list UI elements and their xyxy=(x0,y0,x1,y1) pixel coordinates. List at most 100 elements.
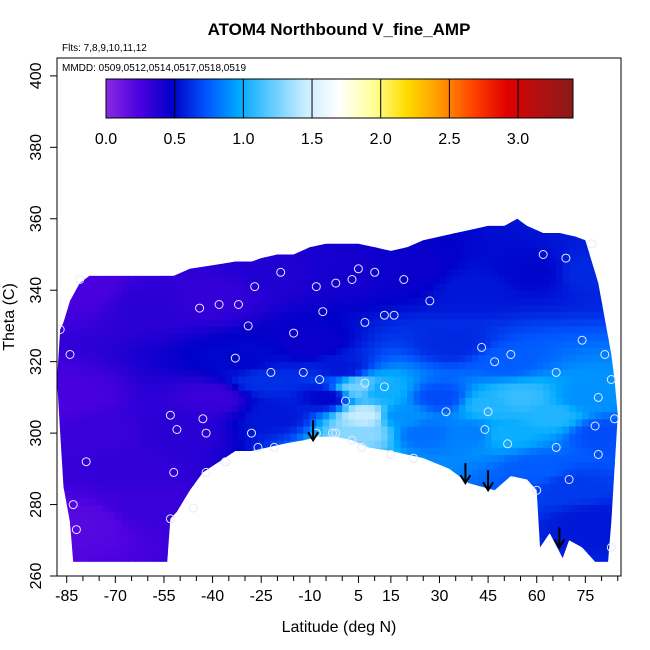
heat-cell xyxy=(458,440,466,448)
heat-cell xyxy=(63,233,71,241)
heat-cell xyxy=(115,511,123,520)
heat-cell xyxy=(134,490,142,498)
heat-cell xyxy=(517,325,525,334)
heat-cell xyxy=(588,325,596,334)
heat-cell xyxy=(582,461,590,470)
heat-cell xyxy=(517,318,525,327)
heat-cell xyxy=(121,426,129,434)
heat-cell xyxy=(322,383,330,391)
heat-cell xyxy=(497,411,505,420)
heat-cell xyxy=(121,318,129,327)
heat-cell xyxy=(556,311,564,320)
heat-cell xyxy=(368,304,376,313)
sample-point xyxy=(214,300,224,309)
heat-cell xyxy=(134,411,142,420)
heat-cell xyxy=(63,418,71,427)
heat-cell xyxy=(361,526,369,534)
heat-cell xyxy=(290,254,298,263)
heat-cell xyxy=(173,411,181,420)
heat-cell xyxy=(608,433,616,441)
heat-cell xyxy=(160,533,168,541)
heat-cell xyxy=(348,518,356,527)
heat-cell xyxy=(303,247,311,255)
heat-cell xyxy=(102,554,110,562)
heat-cell xyxy=(458,547,466,556)
heat-cell xyxy=(290,561,298,562)
heat-cell xyxy=(258,297,266,306)
heat-cell xyxy=(368,426,376,434)
heat-cell xyxy=(102,233,110,241)
heat-cell xyxy=(536,311,544,320)
heat-cell xyxy=(147,375,155,384)
heat-cell xyxy=(374,304,382,313)
heat-cell xyxy=(89,447,97,456)
heat-cell xyxy=(608,268,616,277)
heat-cell xyxy=(342,397,350,406)
heat-cell xyxy=(160,383,168,391)
heat-cell xyxy=(374,447,382,456)
heat-cell xyxy=(530,283,538,291)
heat-cell xyxy=(290,375,298,384)
heat-cell xyxy=(458,497,466,506)
heat-cell xyxy=(225,361,233,370)
heat-cell xyxy=(141,275,149,284)
heat-cell xyxy=(608,397,616,406)
heat-cell xyxy=(595,461,603,470)
sample-point xyxy=(610,414,619,424)
heat-cell xyxy=(523,540,531,548)
heat-cell xyxy=(141,390,149,398)
heat-cell xyxy=(95,261,103,270)
heat-cell xyxy=(57,490,65,498)
heat-cell xyxy=(180,290,188,298)
heat-cell xyxy=(439,561,447,562)
heat-cell xyxy=(264,540,272,548)
heat-cell xyxy=(76,218,84,220)
heat-cell xyxy=(400,397,408,406)
heat-cell xyxy=(76,375,84,384)
sample-point xyxy=(253,442,263,452)
heat-cell xyxy=(601,426,609,434)
heat-cell xyxy=(167,290,175,298)
heat-cell xyxy=(245,461,253,470)
heat-cell xyxy=(497,383,505,391)
heat-cell xyxy=(264,304,272,313)
heat-cell xyxy=(70,354,78,363)
heat-cell xyxy=(595,333,603,341)
heat-cell xyxy=(575,504,583,513)
heat-cell xyxy=(400,390,408,398)
heat-cell xyxy=(186,433,194,441)
heat-cell xyxy=(141,561,149,562)
heat-cell xyxy=(212,547,220,556)
heat-cell xyxy=(329,318,337,327)
heat-cell xyxy=(458,468,466,477)
heat-cell xyxy=(82,468,90,477)
heat-cell xyxy=(108,247,116,255)
x-tick-label: -55 xyxy=(152,588,175,605)
heat-cell xyxy=(517,461,525,470)
heat-cell xyxy=(303,290,311,298)
heat-cell xyxy=(225,390,233,398)
heat-cell xyxy=(569,347,577,356)
heat-cell xyxy=(303,404,311,413)
heat-cell xyxy=(543,433,551,441)
heat-cell xyxy=(134,461,142,470)
heat-cell xyxy=(458,461,466,470)
heat-cell xyxy=(167,533,175,541)
heat-cell xyxy=(290,397,298,406)
heat-cell xyxy=(303,411,311,420)
heat-cell xyxy=(335,333,343,341)
heat-cell xyxy=(497,340,505,348)
heat-cell xyxy=(413,318,421,327)
heat-cell xyxy=(381,333,389,341)
heat-cell xyxy=(296,261,304,270)
heat-cell xyxy=(82,390,90,398)
heat-cell xyxy=(76,240,84,248)
heat-cell xyxy=(465,333,473,341)
heat-cell xyxy=(290,354,298,363)
heat-cell xyxy=(608,447,616,456)
heat-cell xyxy=(95,533,103,541)
heat-cell xyxy=(426,240,434,248)
heat-cell xyxy=(433,333,441,341)
heat-cell xyxy=(57,225,65,234)
heat-cell xyxy=(523,447,531,456)
